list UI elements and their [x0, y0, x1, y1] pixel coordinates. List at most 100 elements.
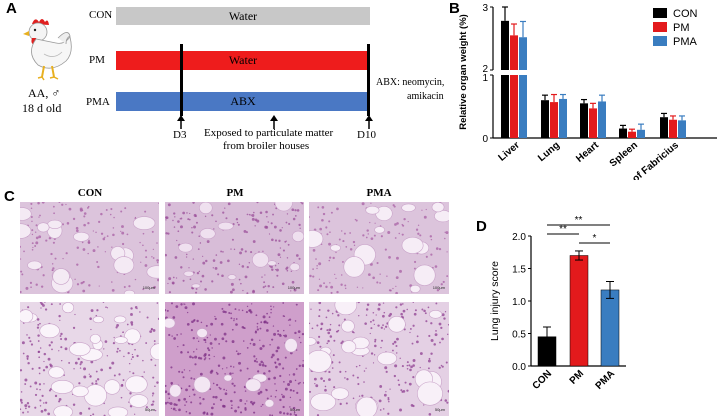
- nucleus-dot: [233, 318, 235, 320]
- nucleus-dot: [88, 284, 91, 287]
- nucleus-dot: [115, 326, 118, 329]
- nucleus-dot: [60, 337, 63, 341]
- nucleus-dot: [440, 364, 443, 367]
- bar-pma: [519, 75, 527, 138]
- nucleus-dot: [319, 227, 322, 231]
- nucleus-dot: [318, 309, 321, 311]
- nucleus-dot: [242, 340, 245, 342]
- nucleus-dot: [396, 222, 399, 225]
- nucleus-dot: [374, 340, 377, 343]
- bar-pm: [569, 255, 589, 367]
- nucleus-dot: [282, 405, 285, 409]
- nucleus-dot: [231, 288, 235, 292]
- scale-label-con-low: 100μm: [142, 285, 155, 290]
- bar-pm: [550, 102, 558, 138]
- nucleus-dot: [410, 365, 413, 369]
- nucleus-dot: [271, 353, 275, 357]
- nucleus-dot: [293, 413, 296, 415]
- nucleus-dot: [221, 337, 225, 341]
- nucleus-dot: [254, 225, 256, 227]
- nucleus-dot: [436, 288, 440, 292]
- alveolar-space: [53, 405, 73, 416]
- nucleus-dot: [301, 332, 304, 336]
- exposure-arrow-icon: [270, 115, 278, 129]
- nucleus-dot: [309, 216, 310, 218]
- alveolar-space: [48, 366, 65, 379]
- exposure-line1: Exposed to particulate matter: [204, 127, 334, 139]
- nucleus-dot: [233, 319, 235, 322]
- nucleus-dot: [176, 333, 179, 336]
- nucleus-dot: [263, 372, 266, 375]
- nucleus-dot: [195, 348, 198, 350]
- nucleus-dot: [142, 359, 144, 362]
- nucleus-dot: [154, 385, 156, 388]
- nucleus-dot: [378, 399, 382, 403]
- nucleus-dot: [230, 399, 233, 403]
- nucleus-dot: [195, 291, 198, 294]
- upper-tick-label: 2: [482, 64, 488, 75]
- nucleus-dot: [103, 414, 106, 416]
- nucleus-dot: [246, 266, 249, 269]
- nucleus-dot: [145, 406, 148, 409]
- nucleus-dot: [179, 225, 183, 229]
- nucleus-dot: [186, 322, 190, 326]
- nucleus-dot: [131, 355, 134, 359]
- nucleus-dot: [30, 207, 33, 210]
- nucleus-dot: [253, 355, 256, 358]
- nucleus-dot: [170, 407, 173, 409]
- nucleus-dot: [244, 275, 248, 279]
- nucleus-dot: [318, 315, 321, 318]
- nucleus-dot: [120, 210, 123, 213]
- nucleus-dot: [98, 285, 100, 287]
- nucleus-dot: [222, 310, 226, 313]
- nucleus-dot: [270, 222, 273, 225]
- nucleus-dot: [35, 283, 38, 286]
- nucleus-dot: [38, 356, 41, 359]
- legend-swatch-pma: [653, 36, 667, 46]
- nucleus-dot: [42, 369, 46, 372]
- nucleus-dot: [235, 323, 238, 326]
- nucleus-dot: [275, 365, 278, 369]
- alveolar-space: [113, 256, 135, 275]
- nucleus-dot: [384, 248, 387, 251]
- nucleus-dot: [113, 374, 116, 377]
- nucleus-dot: [20, 369, 23, 372]
- nucleus-dot: [327, 339, 330, 343]
- nucleus-dot: [289, 406, 291, 408]
- scale-label-pm-high: 50μm: [289, 407, 300, 412]
- nucleus-dot: [363, 370, 366, 372]
- nucleus-dot: [246, 367, 249, 370]
- nucleus-dot: [179, 218, 181, 220]
- nucleus-dot: [48, 344, 51, 347]
- nucleus-dot: [428, 357, 431, 360]
- alveolar-space: [428, 309, 443, 319]
- alveolar-space: [50, 379, 75, 394]
- nucleus-dot: [333, 339, 336, 342]
- nucleus-dot: [87, 241, 91, 244]
- nucleus-dot: [182, 211, 186, 215]
- nucleus-dot: [320, 327, 323, 331]
- alveolar-space: [123, 289, 136, 294]
- nucleus-dot: [290, 290, 292, 292]
- nucleus-dot: [362, 355, 364, 358]
- nucleus-dot: [29, 340, 32, 343]
- nucleus-dot: [204, 357, 207, 359]
- micrograph-pm-high: 50μm: [165, 302, 304, 416]
- nucleus-dot: [227, 202, 231, 206]
- nucleus-dot: [339, 370, 342, 373]
- alveolar-space: [274, 202, 293, 212]
- nucleus-dot: [213, 355, 215, 358]
- nucleus-dot: [122, 331, 124, 333]
- nucleus-dot: [173, 403, 177, 406]
- nucleus-dot: [369, 332, 371, 335]
- nucleus-dot: [388, 314, 391, 317]
- alveolar-space: [401, 203, 416, 212]
- nucleus-dot: [180, 333, 182, 335]
- nucleus-dot: [292, 373, 296, 376]
- nucleus-dot: [156, 259, 159, 262]
- nucleus-dot: [352, 240, 356, 244]
- nucleus-dot: [330, 211, 333, 214]
- nucleus-dot: [298, 336, 301, 339]
- nucleus-dot: [435, 330, 437, 332]
- nucleus-dot: [47, 412, 51, 416]
